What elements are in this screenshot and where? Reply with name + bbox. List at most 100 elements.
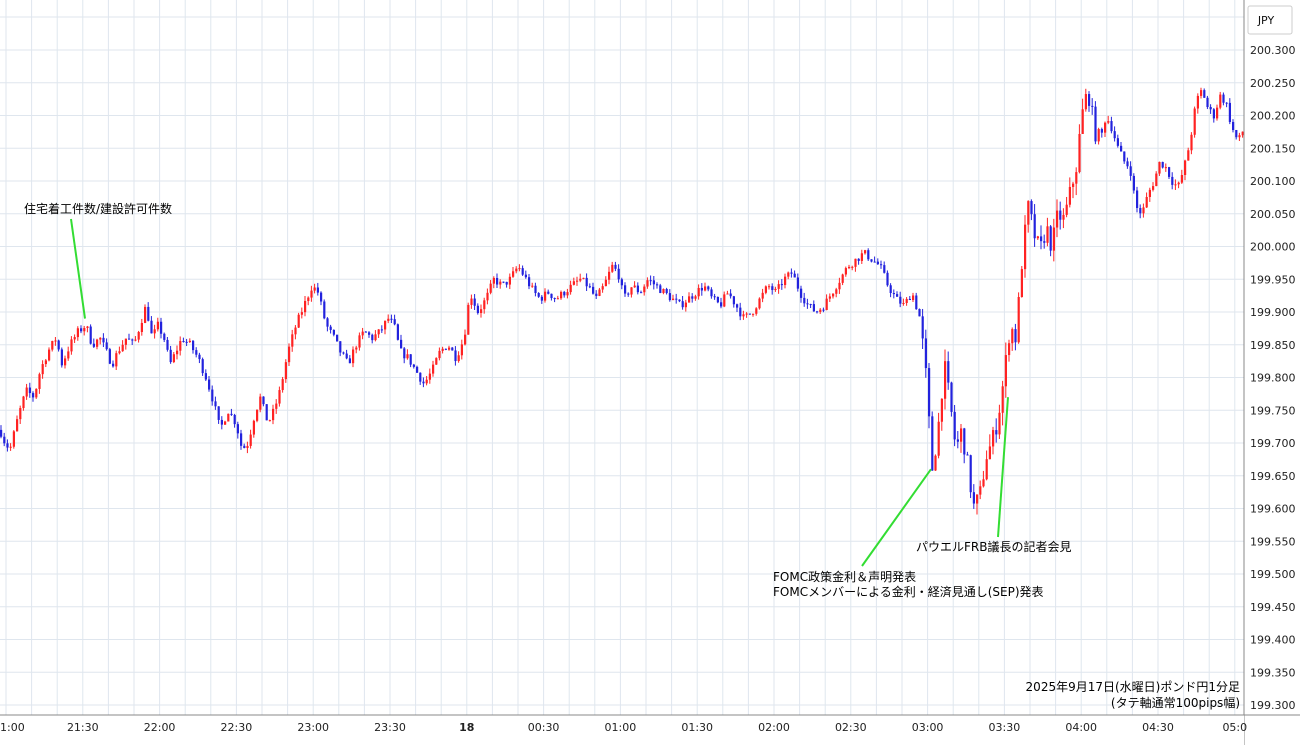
candle-body (851, 266, 854, 268)
candle-body (809, 304, 812, 306)
candle-body (297, 314, 300, 328)
candle-body (332, 329, 335, 335)
price-axis[interactable]: JPY 200.300 200.250 200.200 200.150 200.100 2… (1243, 0, 1300, 745)
candle-body (540, 296, 543, 301)
candle-body (745, 313, 748, 315)
candle-body (1040, 236, 1043, 242)
candle-body (1052, 227, 1055, 251)
candle-body (883, 265, 886, 273)
candle-body (560, 291, 563, 299)
candle-body (3, 436, 6, 444)
candle-body (784, 276, 787, 286)
candle-body (800, 288, 803, 298)
candle-body (44, 360, 47, 365)
candle-body (454, 350, 457, 362)
candle-body (956, 439, 959, 442)
candle-body (652, 280, 655, 285)
candle-body (124, 338, 127, 345)
candle-body (60, 349, 63, 366)
x-tick-label: 02:00 (758, 721, 790, 734)
candle-body (67, 351, 70, 359)
candle-body (636, 285, 639, 293)
x-tick-label: 22:30 (221, 721, 253, 734)
candle-body (313, 287, 316, 291)
chart-grid (0, 0, 1244, 715)
candle-body (310, 290, 313, 298)
candle-body (329, 326, 332, 330)
candle-body (48, 349, 51, 361)
candle-body (736, 304, 739, 308)
y-tick-label: 199.450 (1250, 601, 1296, 614)
candle-body (1196, 95, 1199, 109)
candle-body (969, 455, 972, 493)
candle-body (592, 286, 595, 294)
candle-body (38, 374, 41, 389)
candle-body (1180, 175, 1183, 183)
candle-body (64, 358, 67, 366)
candle-body (556, 298, 559, 300)
y-tick-label: 199.850 (1250, 339, 1296, 352)
candle-body (80, 328, 83, 332)
y-tick-label: 199.800 (1250, 372, 1296, 385)
candle-body (1062, 214, 1065, 220)
candle-body (483, 300, 486, 310)
candle-body (172, 354, 175, 363)
candle-body (672, 298, 675, 301)
candle-body (1065, 204, 1068, 215)
x-tick-label: 04:00 (1065, 721, 1097, 734)
candle-body (387, 318, 390, 321)
candle-body (28, 387, 31, 394)
candle-body (624, 285, 627, 294)
candle-body (649, 280, 652, 282)
annotation-label: FOMC政策金利＆声明発表 (773, 569, 916, 584)
candle-body (294, 327, 297, 335)
candle-body (707, 286, 710, 290)
candle-body (918, 308, 921, 317)
candle-body (563, 291, 566, 296)
candle-body (153, 329, 156, 334)
y-tick-label: 199.350 (1250, 666, 1296, 679)
candle-body (876, 261, 879, 265)
candle-body (528, 277, 531, 287)
candle-body (1100, 129, 1103, 133)
candle-body (1139, 207, 1142, 214)
candle-body (1203, 90, 1206, 98)
candle-body (86, 326, 89, 328)
candle-body (723, 294, 726, 307)
candle-body (787, 272, 790, 277)
candle-body (377, 329, 380, 335)
candle-body (684, 302, 687, 308)
time-axis[interactable]: 1:00 21:30 22:00 22:30 23:00 23:30 18 00:30 01:0… (0, 714, 1300, 745)
candle-body (873, 261, 876, 263)
candle-body (1145, 196, 1148, 208)
candle-body (860, 253, 863, 261)
candle-body (835, 289, 838, 294)
candle-body (691, 296, 694, 299)
candle-body (131, 339, 134, 341)
candle-body (848, 266, 851, 269)
candle-body (627, 293, 630, 295)
y-tick-label: 200.300 (1250, 44, 1296, 57)
candle-body (393, 319, 396, 325)
candle-body (480, 309, 483, 314)
x-tick-label: 03:30 (989, 721, 1021, 734)
candle-body (1187, 150, 1190, 161)
candle-body (227, 413, 230, 422)
currency-badge[interactable] (1247, 5, 1293, 35)
candle-body (1136, 190, 1139, 208)
candle-body (51, 340, 54, 350)
candle-body (982, 479, 985, 487)
candle-body (316, 287, 319, 293)
candle-body (899, 296, 902, 304)
candle-body (163, 333, 166, 340)
candle-body (915, 295, 918, 309)
candle-body (1219, 94, 1222, 108)
candle-body (1056, 210, 1059, 228)
price-axis-background (1244, 0, 1300, 745)
candle-body (1193, 108, 1196, 135)
candle-body (425, 379, 428, 384)
candle-body (76, 328, 79, 338)
candle-body (364, 331, 367, 333)
candle-body (496, 277, 499, 285)
